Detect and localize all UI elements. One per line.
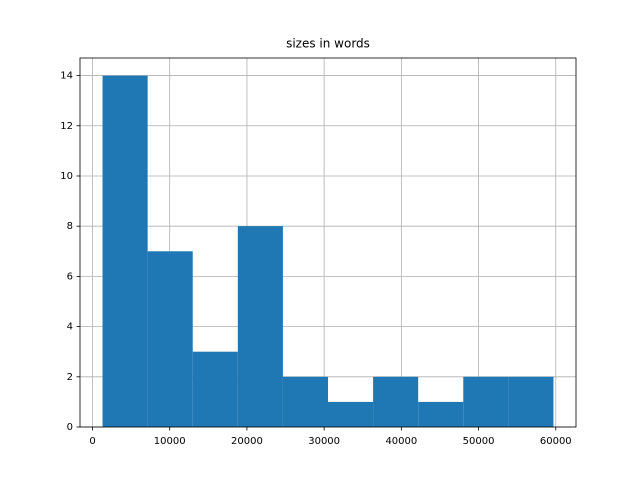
bar [192, 351, 238, 427]
y-tick-label: 8 [67, 221, 73, 232]
x-tick-label: 50000 [463, 436, 495, 447]
bar [463, 376, 509, 427]
y-tick-label: 4 [67, 322, 73, 333]
bar [237, 226, 283, 427]
x-tick-label: 60000 [540, 436, 572, 447]
axes: 0 2 4 6 8 10 12 14 0 10000 20000 30000 40000 50000 600… [60, 57, 577, 447]
bar [147, 251, 193, 427]
bars [102, 75, 554, 428]
x-tick-label: 10000 [154, 436, 186, 447]
y-tick-label: 2 [67, 372, 73, 383]
x-tick-label: 20000 [231, 436, 263, 447]
bar [418, 401, 464, 427]
bar [373, 376, 419, 427]
y-tick-label: 0 [67, 422, 73, 433]
x-tick-label: 0 [89, 436, 95, 447]
bar [102, 75, 148, 428]
x-tick-label: 40000 [385, 436, 417, 447]
y-tick-label: 10 [60, 171, 73, 182]
bar [282, 376, 328, 427]
y-tick-label: 6 [67, 271, 73, 282]
plot-frame [79, 57, 577, 428]
y-tick-label: 14 [60, 71, 73, 82]
bar [328, 401, 374, 427]
chart-title: sizes in words [286, 37, 370, 51]
bar [508, 376, 554, 427]
x-tick-label: 30000 [308, 436, 340, 447]
y-tick-label: 12 [60, 121, 73, 132]
